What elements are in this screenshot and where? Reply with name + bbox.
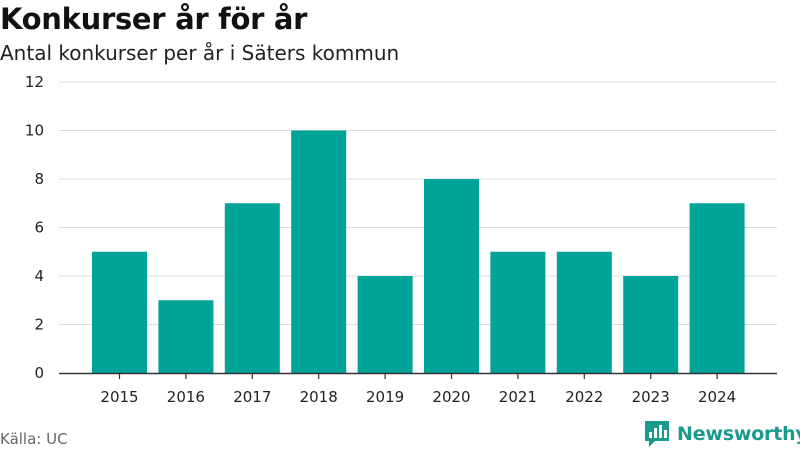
x-tick-label: 2015	[100, 388, 138, 406]
bar-2019	[357, 276, 413, 373]
y-tick-label: 12	[25, 73, 44, 91]
bar-2024	[689, 203, 745, 373]
chart-title: Konkurser år för år	[0, 2, 308, 36]
bars	[92, 130, 745, 373]
x-axis: 2015 2016 2017 2018 2019 2020 2021 2022 2023 2024	[59, 372, 777, 406]
x-tick-label: 2019	[366, 388, 404, 406]
source-note: Källa: UC	[0, 430, 68, 448]
x-tick-label: 2020	[432, 388, 470, 406]
bar-2016	[158, 300, 214, 373]
newsworthy-logo-icon	[645, 421, 669, 447]
x-tick-label: 2016	[167, 388, 205, 406]
x-tick-label: 2021	[499, 388, 537, 406]
x-tick-label: 2018	[300, 388, 338, 406]
chart-subtitle: Antal konkurser per år i Säters kommun	[0, 41, 400, 65]
bar-2022	[556, 251, 612, 373]
x-tick-label: 2023	[632, 388, 670, 406]
y-tick-label: 6	[34, 219, 44, 237]
brand-name: Newsworthy	[677, 423, 800, 445]
y-tick-label: 2	[34, 316, 44, 334]
x-tick-label: 2024	[698, 388, 736, 406]
bar-2017	[224, 203, 280, 373]
x-tick-label: 2022	[565, 388, 603, 406]
y-tick-label: 4	[34, 267, 44, 285]
y-tick-label: 8	[34, 170, 44, 188]
y-axis: 0 2 4 6 8 10 12	[25, 73, 44, 382]
y-tick-label: 0	[34, 364, 44, 382]
bar-2015	[92, 251, 147, 373]
bar-2018	[291, 130, 347, 373]
x-tick-label: 2017	[233, 388, 271, 406]
bar-2020	[424, 179, 479, 373]
bar-2023	[623, 276, 679, 373]
bar-2021	[490, 251, 546, 373]
y-tick-label: 10	[25, 122, 44, 140]
brand-logo: Newsworthy	[643, 419, 800, 449]
